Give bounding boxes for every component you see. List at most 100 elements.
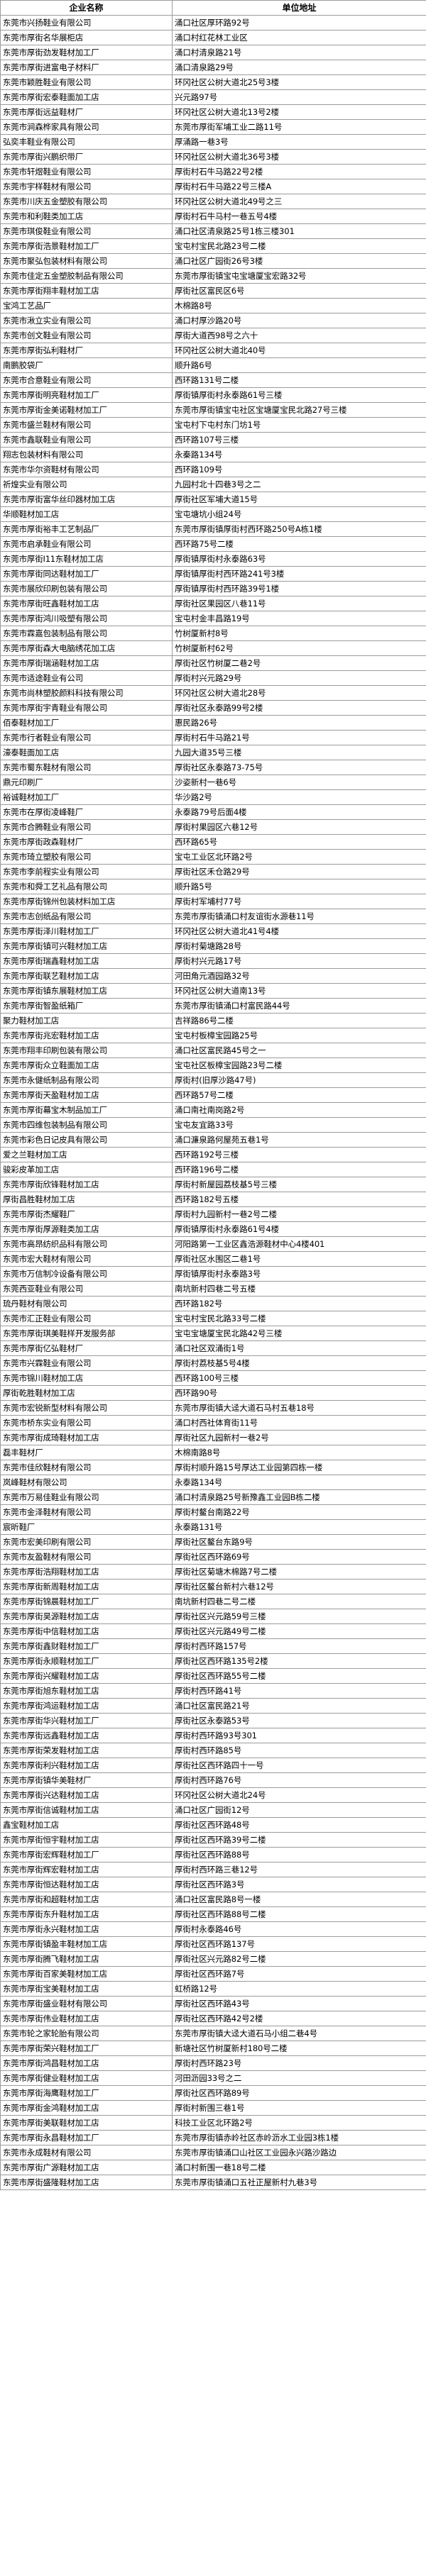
cell-enterprise-name: 东莞市万易佳鞋业有限公司 xyxy=(0,1489,173,1505)
cell-enterprise-name: 东莞市华尔资鞋材有限公司 xyxy=(0,462,173,477)
table-row: 东莞市厚街荣发鞋材加工店 厚街村西环路85号 xyxy=(0,1743,426,1758)
table-row: 东莞市厚街兴耀鞋材加工店 厚街社区西环路55号二楼 xyxy=(0,1668,426,1684)
cell-unit-address: 永泰路79号后面4楼 xyxy=(172,804,426,820)
cell-unit-address: 东莞市厚街镇宝屯社区宝塘厦宝民北路27号三楼 xyxy=(172,402,426,418)
table-row: 东莞市厚街鑫财鞋材加工厂 厚街村西环路157号 xyxy=(0,1638,426,1654)
table-row: 东莞市厚街宏辉鞋材加工厂 厚街社区西环路88号 xyxy=(0,1847,426,1862)
table-row: 东莞市厚街成琦鞋材加工店 厚街社区九园新村一巷2号 xyxy=(0,1430,426,1445)
table-row: 东莞市厚街永顺鞋材加工厂 厚街社区西环路135号2楼 xyxy=(0,1653,426,1669)
table-row: 骏彩皮革加工店 西环路196号二楼 xyxy=(0,1162,426,1177)
cell-unit-address: 厚街村兴元路29号 xyxy=(172,670,426,686)
column-header-unit-address: 单位地址 xyxy=(172,0,426,16)
cell-enterprise-name: 东莞市蜀东鞋材有限公司 xyxy=(0,760,173,775)
cell-unit-address: 宝屯塘坑小组24号 xyxy=(172,506,426,522)
cell-enterprise-name: 东莞市在厚街凌峰鞋厂 xyxy=(0,804,173,820)
table-row: 东莞市厚街明亮鞋材加工厂 厚街镇厚街村永泰路61号三楼 xyxy=(0,387,426,403)
table-row: 东莞市厚街欣锋鞋材加工店 厚街村新屋园荔枝基5号三楼 xyxy=(0,1177,426,1192)
cell-unit-address: 南坑新村四巷二号五楼 xyxy=(172,1281,426,1297)
table-row: 东莞市厚街百家美鞋材加工店 厚街社区西环路7号 xyxy=(0,1966,426,1982)
cell-enterprise-name: 东莞市厚街鸿昌鞋材加工店 xyxy=(0,2055,173,2071)
cell-enterprise-name: 东莞市厚街旭东鞋材加工店 xyxy=(0,1683,173,1699)
table-row: 东莞市厚街永昌鞋材加工厂 东莞市厚街镇赤岭社区赤岭沥水工业园3栋1楼 xyxy=(0,2130,426,2145)
table-row: 聚力鞋材加工店 吉祥路86号二楼 xyxy=(0,1013,426,1028)
cell-unit-address: 涌口社区富民路45号之一 xyxy=(172,1043,426,1058)
cell-unit-address: 永秦路134号 xyxy=(172,447,426,462)
cell-unit-address: 厚街社区西环路42号2楼 xyxy=(172,2011,426,2026)
table-row: 东莞市厚街盛隆鞋材加工店 东莞市厚街镇涌口五社正屋新村九巷3号 xyxy=(0,2175,426,2190)
cell-enterprise-name: 东莞市宇样鞋材有限公司 xyxy=(0,179,173,194)
cell-enterprise-name: 东莞市和舜工艺礼品有限公司 xyxy=(0,879,173,894)
cell-unit-address: 环冈社区公树大道北49号之三 xyxy=(172,194,426,209)
cell-unit-address: 厚街社区兴元路49号二楼 xyxy=(172,1623,426,1639)
cell-enterprise-name: 东莞市佳欣鞋材有限公司 xyxy=(0,1460,173,1475)
table-row: 东莞市厚街伟业鞋材加工店 厚街社区西环路42号2楼 xyxy=(0,2011,426,2026)
cell-unit-address: 顺升路6号 xyxy=(172,357,426,373)
table-row: 东莞市适途鞋业有公司 厚街村兴元路29号 xyxy=(0,670,426,686)
cell-unit-address: 东莞市厚街镇涌口村富民路44号 xyxy=(172,998,426,1014)
table-row: 东莞市厚街兆宏鞋材加工店 宝屯村板樟宝园路25号 xyxy=(0,1028,426,1043)
cell-enterprise-name: 祈煌实业有限公司 xyxy=(0,477,173,492)
cell-enterprise-name: 东莞市厚街裕丰工艺制品厂 xyxy=(0,521,173,537)
table-row: 岚峰鞋材有限公司 永泰路134号 xyxy=(0,1475,426,1490)
table-row: 东莞市颖胜鞋业有限公司 环冈社区公树大道北25号3楼 xyxy=(0,74,426,90)
table-row: 爱之兰鞋材加工店 西环路192号三楼 xyxy=(0,1147,426,1162)
cell-unit-address: 厚街村西环路157号 xyxy=(172,1638,426,1654)
cell-unit-address: 厚街社区兴元路82号二楼 xyxy=(172,1951,426,1967)
cell-unit-address: 厚街村石牛马村一巷五号4楼 xyxy=(172,209,426,224)
cell-unit-address: 厚街村西环路23号 xyxy=(172,2055,426,2071)
table-row: 东莞市厚街鸿川吸塑有限公司 宝屯村金丰昌路19号 xyxy=(0,611,426,626)
cell-enterprise-name: 东莞市厚街华兴鞋材加工厂 xyxy=(0,1713,173,1728)
cell-unit-address: 东莞市厚街镇大迳大道石马小组二巷4号 xyxy=(172,2026,426,2041)
cell-unit-address: 科技工业区北环路2号 xyxy=(172,2115,426,2131)
cell-enterprise-name: 东莞市厚街宏辉鞋材加工厂 xyxy=(0,1847,173,1862)
cell-enterprise-name: 东莞市厚街恒宇鞋材加工店 xyxy=(0,1832,173,1848)
table-row: 东莞市兴扬鞋业有限公司 涌口社区厚环路92号 xyxy=(0,15,426,30)
cell-enterprise-name: 东莞市厚街名华展柜店 xyxy=(0,30,173,45)
cell-enterprise-name: 东莞市厚街富华丝印器材加工店 xyxy=(0,492,173,507)
table-row: 东莞市厚街幕宝木制品加工厂 涌口南社南岗路2号 xyxy=(0,1102,426,1118)
cell-enterprise-name: 东莞市厚街瑞涵鞋材加工店 xyxy=(0,655,173,671)
table-row: 翔志包装材料有限公司 永秦路134号 xyxy=(0,447,426,462)
cell-unit-address: 宝屯友宜路33号 xyxy=(172,1117,426,1133)
cell-enterprise-name: 东莞市厚街镇东展鞋材加工店 xyxy=(0,983,173,999)
cell-enterprise-name: 东莞市李前程实业有限公司 xyxy=(0,864,173,879)
table-row: 东莞市厚街中信鞋材加工店 厚街社区兴元路49号二楼 xyxy=(0,1623,426,1639)
table-row: 东莞市金泽鞋材有限公司 厚街村鳌台南路22号 xyxy=(0,1504,426,1520)
table-row: 东莞市厚街鸿昌鞋材加工店 厚街村西环路23号 xyxy=(0,2055,426,2071)
cell-enterprise-name: 东莞市涧森桦家具有限公司 xyxy=(0,119,173,135)
cell-unit-address: 厚街社区鳌台东路9号 xyxy=(172,1534,426,1550)
table-row: 宸昕鞋厂 永泰路131号 xyxy=(0,1519,426,1535)
cell-enterprise-name: 东莞市厚街远鑫鞋材加工店 xyxy=(0,1728,173,1743)
cell-unit-address: 河田角元酒园路32号 xyxy=(172,968,426,984)
cell-unit-address: 西环路196号二楼 xyxy=(172,1162,426,1177)
cell-unit-address: 厚街村果园区六巷12号 xyxy=(172,819,426,835)
cell-unit-address: 厚街镇厚街村西环路39号1楼 xyxy=(172,581,426,596)
cell-unit-address: 木棉南路8号 xyxy=(172,1445,426,1460)
cell-enterprise-name: 东莞市厚街进富电子材料厂 xyxy=(0,60,173,75)
cell-enterprise-name: 东莞市锦川鞋材加工店 xyxy=(0,1370,173,1386)
cell-enterprise-name: 东莞市厚街利兴鞋材加工店 xyxy=(0,1758,173,1773)
cell-unit-address: 宝屯村宝民北路33号二楼 xyxy=(172,1311,426,1326)
table-row: 东莞市佳欣鞋材有限公司 厚街村顺升路15号厚达工业园第四栋一楼 xyxy=(0,1460,426,1475)
cell-unit-address: 涌口村红花林工业区 xyxy=(172,30,426,45)
cell-unit-address: 厚街社区西环路55号二楼 xyxy=(172,1668,426,1684)
table-row: 东莞市厚街海鹰鞋材加工厂 厚街社区西环路89号 xyxy=(0,2085,426,2101)
cell-enterprise-name: 东莞市厚街浩景鞋材加工厂 xyxy=(0,238,173,254)
table-row: 东莞市厚街浩景鞋材加工厂 宝屯村宝民北路23号二楼 xyxy=(0,238,426,254)
cell-unit-address: 永泰路131号 xyxy=(172,1519,426,1535)
cell-enterprise-name: 鼎元印刷厂 xyxy=(0,775,173,790)
table-row: 鼎元印刷厂 沙姿新村一巷6号 xyxy=(0,775,426,790)
cell-enterprise-name: 东莞市四维包装制品有限公司 xyxy=(0,1117,173,1133)
table-row: 东莞市厚街健业鞋材加工店 河田沥园33号之二 xyxy=(0,2070,426,2086)
table-row: 东莞市厚街弘利鞋材厂 环冈社区公树大道北40号 xyxy=(0,343,426,358)
cell-unit-address: 厚街社区菊塘木棉路7号二楼 xyxy=(172,1564,426,1580)
table-row: 东莞市友盈鞋材有限公司 厚街社区西环路69号 xyxy=(0,1549,426,1565)
cell-unit-address: 厚街社区果园区八巷11号 xyxy=(172,596,426,611)
cell-enterprise-name: 弘奕丰鞋业有限公司 xyxy=(0,134,173,150)
table-row: 东莞市琪俊鞋业有限公司 涌口社区清泉路25号1栋三楼301 xyxy=(0,223,426,239)
table-row: 南鹏胶袋厂 顺升路6号 xyxy=(0,357,426,373)
cell-enterprise-name: 东莞市霖嘉包装制品有限公司 xyxy=(0,626,173,641)
table-row: 东莞市厚街宏泰鞋面加工店 兴元路97号 xyxy=(0,89,426,105)
cell-unit-address: 东莞市厚街镇赤岭社区赤岭沥水工业园3栋1楼 xyxy=(172,2130,426,2145)
table-row: 厚街乾胜鞋材加工店 西环路90号 xyxy=(0,1385,426,1401)
